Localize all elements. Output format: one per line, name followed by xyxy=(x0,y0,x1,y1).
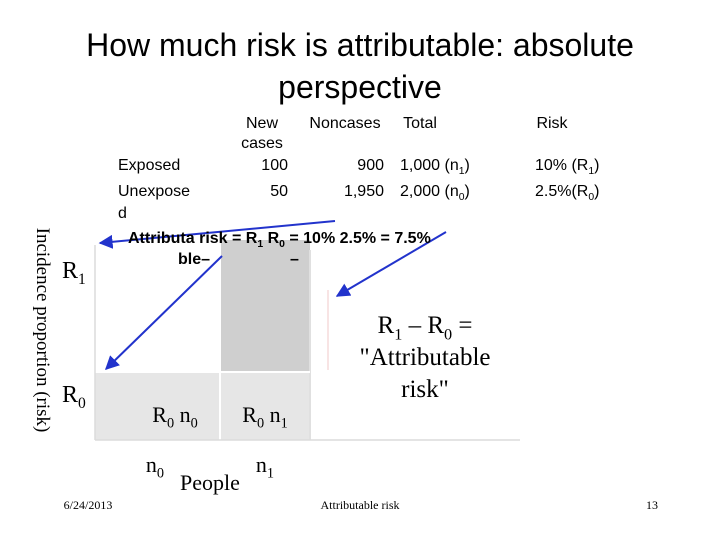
text-run: R xyxy=(152,402,167,427)
text-run: 1,950 xyxy=(344,183,384,200)
subscript: 0 xyxy=(459,192,465,203)
text-run: 100 xyxy=(261,157,288,174)
table-cell: 900 xyxy=(357,157,384,174)
subscript: 0 xyxy=(167,416,174,432)
area-r0 xyxy=(95,372,310,440)
text-run: = xyxy=(452,312,472,339)
subscript: 1 xyxy=(78,271,86,288)
r0-label: R0 xyxy=(62,382,86,412)
text-run: R xyxy=(263,230,279,247)
text-run: risk" xyxy=(401,376,449,403)
table-header: New xyxy=(246,115,278,132)
table-cell: 2.5%(R0) xyxy=(535,183,599,203)
text-run: R xyxy=(378,312,395,339)
text-run: ) xyxy=(594,157,599,174)
subscript: 1 xyxy=(267,466,274,482)
subscript: 0 xyxy=(257,416,264,432)
subscript: 1 xyxy=(394,325,402,343)
table-cell: 10% (R1) xyxy=(535,157,599,177)
subscript: 0 xyxy=(588,192,594,203)
text-run: ) xyxy=(465,183,470,200)
formula: ble– xyxy=(178,251,210,268)
box-label: R0 n0 xyxy=(152,402,198,432)
subscript: 0 xyxy=(78,395,86,412)
slide-title: How much risk is attributable: absolute xyxy=(86,27,634,63)
text-run: 2.5%(R xyxy=(535,183,588,200)
text-run: n xyxy=(146,452,157,477)
text-run: R xyxy=(242,402,257,427)
x-axis-label: People xyxy=(180,470,240,495)
subscript: 0 xyxy=(279,239,285,250)
text-run: R xyxy=(62,382,78,408)
text-run: ) xyxy=(465,157,470,174)
row-label: Exposed xyxy=(118,157,180,174)
subscript: 0 xyxy=(444,325,452,343)
text-run: n xyxy=(174,402,191,427)
table-cell: 1,000 (n1) xyxy=(400,157,470,177)
x-label: n1 xyxy=(256,452,274,482)
subscript: 1 xyxy=(281,416,288,432)
row-label: Unexpose xyxy=(118,183,190,200)
text-run: ) xyxy=(594,183,599,200)
arrow xyxy=(104,255,223,370)
formula: – xyxy=(290,251,299,268)
arrow xyxy=(335,231,447,297)
text-run: – R xyxy=(402,312,444,339)
text-run: 1,000 (n xyxy=(400,157,459,174)
row-label: d xyxy=(118,205,127,222)
text-run: 50 xyxy=(270,183,288,200)
table-header: Total xyxy=(403,115,437,132)
y-axis-label: Incidence proportion (risk) xyxy=(32,228,53,433)
subscript: 1 xyxy=(588,166,594,177)
text-run: "Attributable xyxy=(359,344,490,371)
x-label: n0 xyxy=(146,452,164,482)
text-run: Attributa risk = R xyxy=(128,230,258,247)
text-run: n xyxy=(256,452,267,477)
table-header: cases xyxy=(241,135,283,152)
slide-title: perspective xyxy=(278,69,442,105)
text-run: 10% (R xyxy=(535,157,588,174)
page-number: 13 xyxy=(646,498,658,512)
subscript: 0 xyxy=(157,466,164,482)
annotation: R1 – R0 = xyxy=(378,312,473,343)
text-run: 2,000 (n xyxy=(400,183,459,200)
table-cell: 1,950 xyxy=(344,183,384,200)
subscript: 1 xyxy=(459,166,465,177)
subscript: 0 xyxy=(191,416,198,432)
table-header: Risk xyxy=(536,115,568,132)
box-label: R0 n1 xyxy=(242,402,288,432)
text-run: n xyxy=(264,402,281,427)
table-cell: 50 xyxy=(270,183,288,200)
area-difference xyxy=(220,240,310,372)
r1-label: R1 xyxy=(62,258,86,288)
text-run: R xyxy=(62,258,78,284)
formula: Attributa risk = R1 R0 = 10% 2.5% = 7.5% xyxy=(128,230,431,250)
footer-date: 6/24/2013 xyxy=(64,498,113,512)
text-run: 900 xyxy=(357,157,384,174)
footer-title: Attributable risk xyxy=(321,498,400,512)
table-cell: 100 xyxy=(261,157,288,174)
arrow xyxy=(98,220,336,249)
annotation: risk" xyxy=(401,376,449,403)
text-run: = 10% 2.5% = 7.5% xyxy=(285,230,431,247)
subscript: 1 xyxy=(257,239,263,250)
annotation: "Attributable xyxy=(359,344,490,371)
table-header: Noncases xyxy=(309,115,380,132)
table-cell: 2,000 (n0) xyxy=(400,183,470,203)
